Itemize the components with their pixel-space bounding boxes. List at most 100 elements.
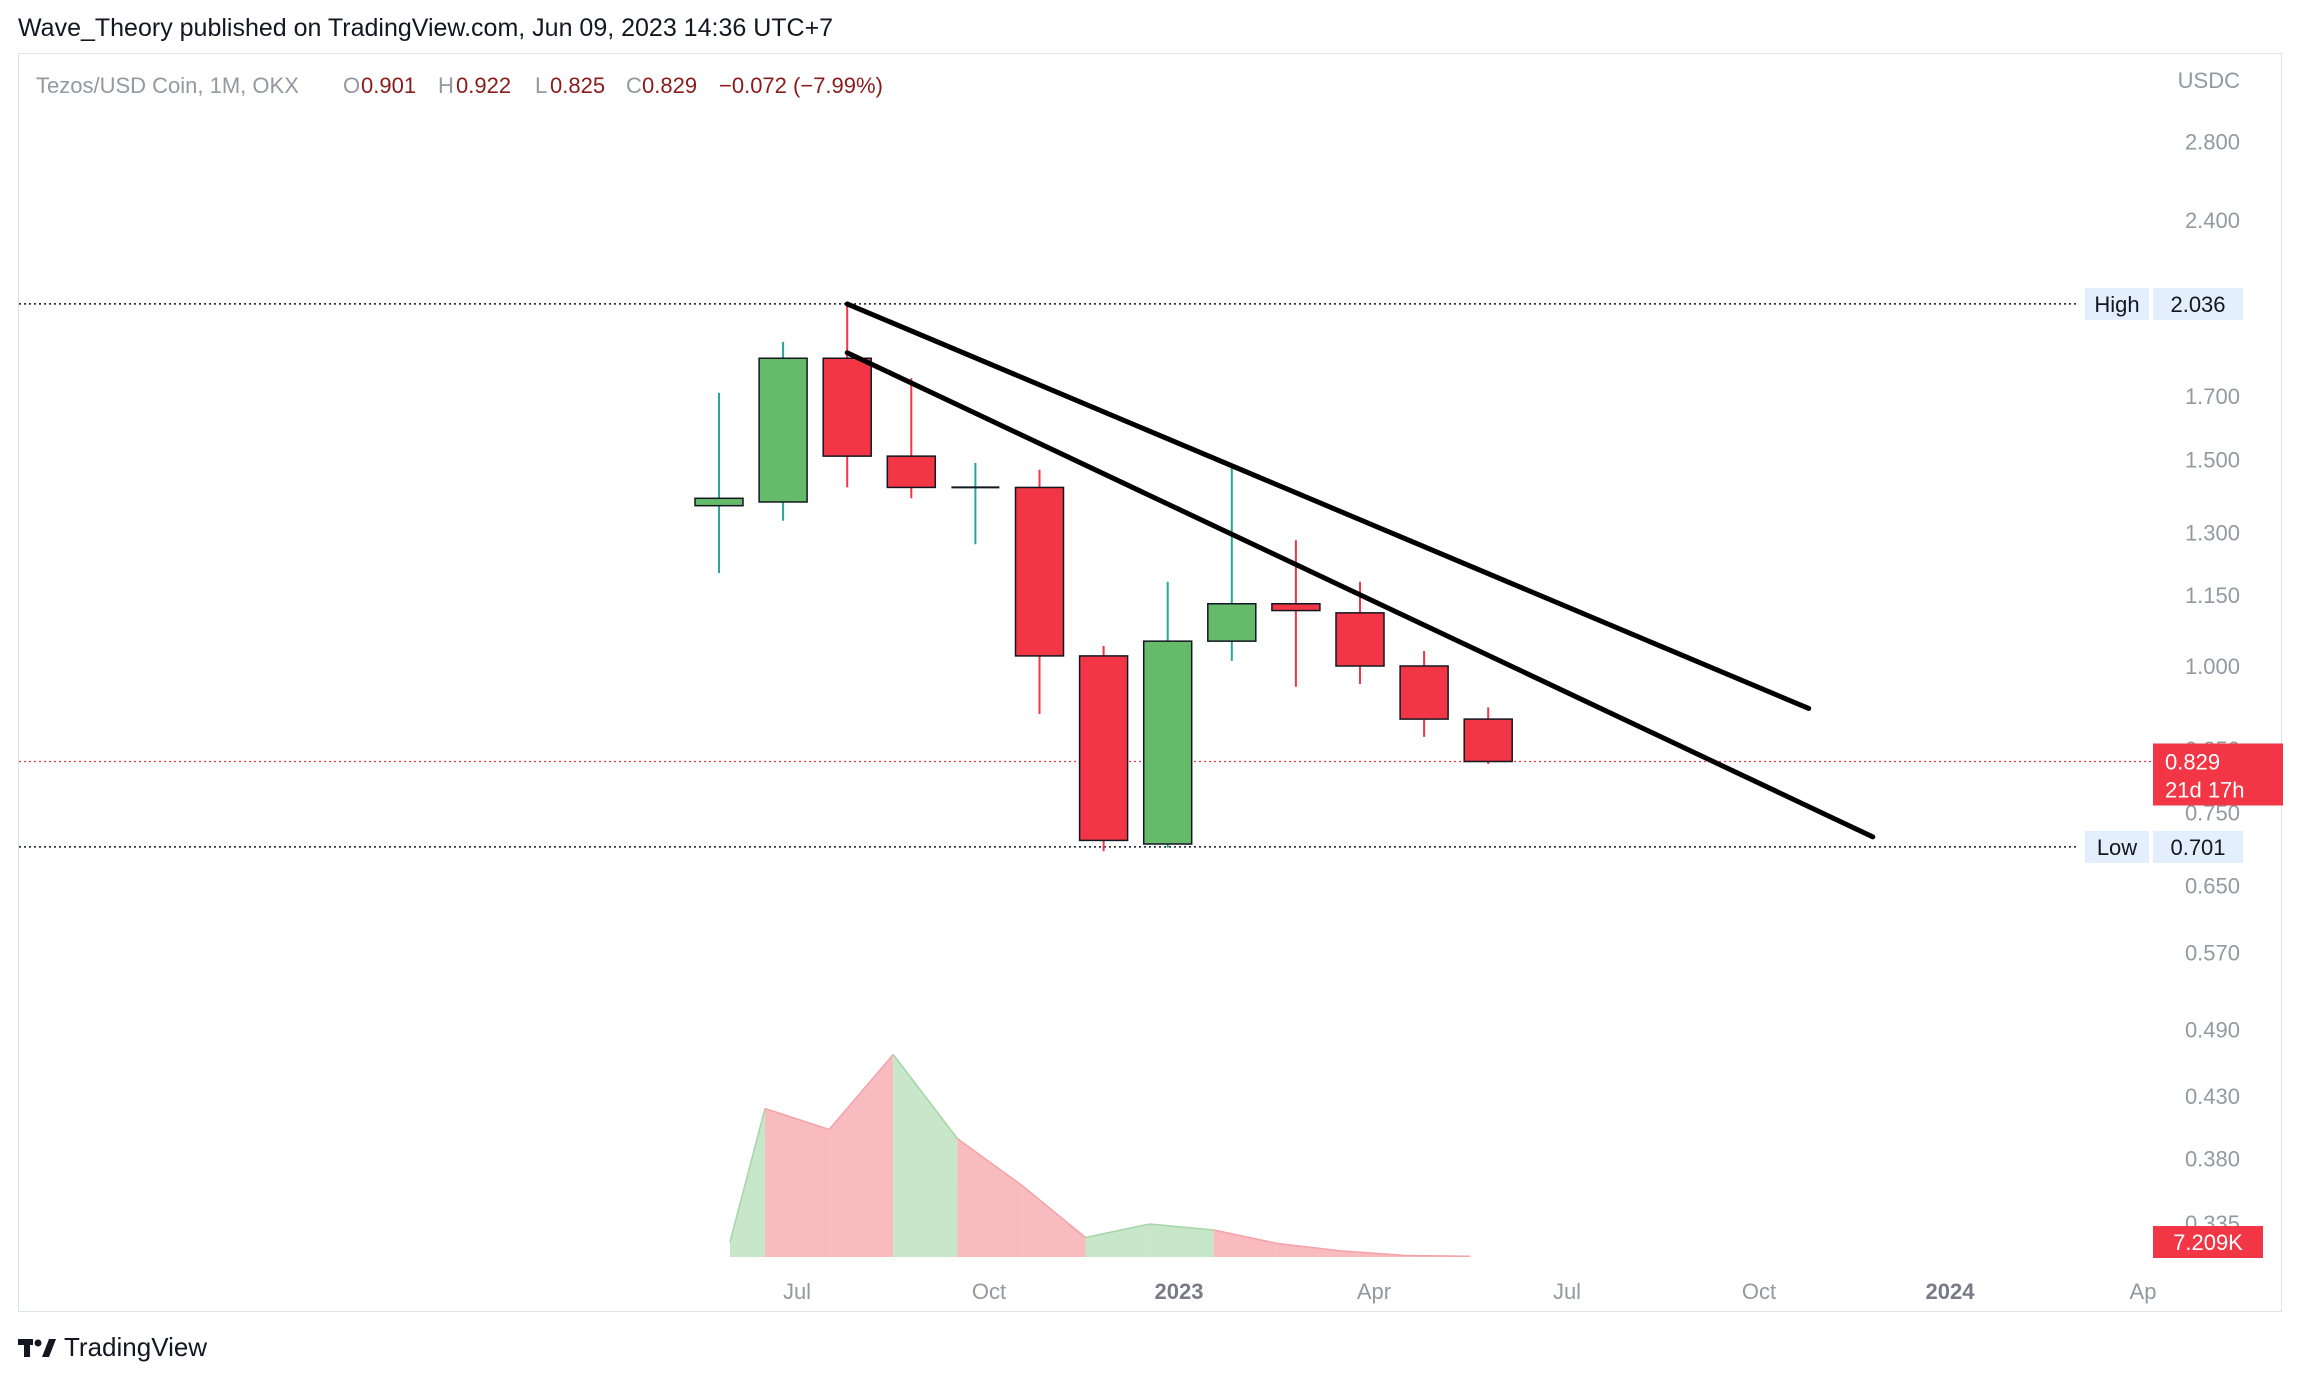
high-marker-value-box [2153, 287, 2243, 320]
candle-body [1271, 603, 1321, 612]
currency-label: USDC [2178, 68, 2240, 93]
price-tick-label: 1.500 [2185, 448, 2240, 473]
legend-close-value: 0.829 [642, 73, 697, 98]
candle-body [758, 357, 808, 503]
price-tick-label: 0.570 [2185, 940, 2240, 965]
time-tick-label: Jul [1553, 1279, 1581, 1304]
volume-segment [765, 1108, 830, 1257]
candle-body [1078, 655, 1129, 842]
legend-symbol: Tezos/USD Coin, 1M, OKX [36, 73, 299, 98]
volume-segment [1021, 1185, 1086, 1257]
legend-open-value: 0.901 [361, 73, 416, 98]
axis-markers: High 2.036 Low 0.701 0.829 21d 17h 7.209K [2085, 287, 2283, 1258]
time-tick-label: Ap [2130, 1279, 2157, 1304]
volume-segment [1149, 1224, 1214, 1257]
legend-change: −0.072 (−7.99%) [719, 73, 883, 98]
high-marker-label: High [2094, 292, 2139, 317]
candle-body [694, 497, 744, 507]
candle [1142, 581, 1193, 848]
time-axis: Jul Oct 2023 Apr Jul Oct 2024 Ap [783, 1279, 2157, 1304]
candle [1463, 707, 1513, 764]
legend-h-label: H [438, 73, 454, 98]
ohlc-legend: Tezos/USD Coin, 1M, OKX O 0.901 H 0.922 … [36, 73, 883, 98]
candle-body [1014, 486, 1065, 657]
tradingview-brand: TradingView [64, 1332, 208, 1362]
low-marker-value-box [2153, 830, 2243, 863]
price-tick-label: 1.700 [2185, 384, 2240, 409]
candle [1399, 650, 1449, 737]
candle [694, 392, 744, 574]
volume-segment [730, 1108, 765, 1257]
legend-l-label: L [535, 73, 547, 98]
time-tick-label: Oct [972, 1279, 1006, 1304]
publish-header: Wave_Theory published on TradingView.com… [18, 14, 834, 42]
volume-edge [1213, 1229, 1278, 1245]
time-tick-label: Apr [1357, 1279, 1391, 1304]
price-tick-label: 1.300 [2185, 520, 2240, 545]
time-tick-label: 2023 [1155, 1279, 1204, 1304]
volume-edge [1020, 1184, 1086, 1239]
price-tick-label: 0.430 [2185, 1084, 2240, 1109]
price-tick-label: 1.000 [2185, 654, 2240, 679]
chart-pane[interactable]: 2.8002.4001.7001.5001.3001.1501.0000.850… [18, 53, 2283, 1313]
price-tick-label: 1.150 [2185, 583, 2240, 608]
volume-segment [829, 1054, 894, 1257]
time-tick-label: 2024 [1926, 1279, 1976, 1304]
last-price-value: 0.829 [2165, 750, 2220, 775]
candle [758, 341, 808, 521]
candle-body [1463, 718, 1513, 763]
high-marker-value: 2.036 [2170, 292, 2225, 317]
last-price-tag [2153, 743, 2283, 806]
volume-segment [1277, 1243, 1342, 1257]
volume-edge [1405, 1254, 1471, 1257]
candle [886, 378, 937, 499]
tradingview-logo-icon [18, 1338, 56, 1357]
volume-edge [1341, 1250, 1407, 1257]
volume-edge [828, 1054, 894, 1130]
candle [822, 303, 872, 488]
trendline [844, 350, 1876, 840]
high-marker-tag [2085, 287, 2149, 320]
volume-edge [956, 1137, 1022, 1186]
candle [1014, 469, 1065, 715]
volume-segment [1085, 1224, 1150, 1257]
volume-segment [1213, 1230, 1278, 1257]
volume-segment [893, 1054, 958, 1257]
volume-edge [1085, 1223, 1150, 1239]
candle [1078, 646, 1129, 852]
candle [1207, 466, 1257, 661]
candle-body [1335, 612, 1385, 667]
volume-edge [729, 1108, 766, 1243]
volume-value-tag [2153, 1226, 2263, 1258]
price-tick-label: 2.400 [2185, 208, 2240, 233]
price-tick-label: 0.650 [2185, 873, 2240, 898]
low-marker-label: Low [2097, 835, 2137, 860]
candle-body [1142, 640, 1193, 845]
volume-layer [729, 1054, 1471, 1257]
candle-body [886, 455, 937, 489]
legend-high-value: 0.922 [456, 73, 511, 98]
low-marker-tag [2085, 830, 2149, 863]
candle-body [822, 357, 872, 457]
volume-value-label: 7.209K [2173, 1230, 2243, 1255]
candles-layer [694, 303, 1513, 852]
candle [951, 462, 1000, 545]
volume-edge [1149, 1223, 1214, 1231]
legend-o-label: O [343, 73, 360, 98]
time-tick-label: Jul [783, 1279, 811, 1304]
tradingview-logo[interactable]: TradingView [18, 1332, 207, 1363]
price-tick-label: 0.490 [2185, 1017, 2240, 1042]
price-tick-label: 0.380 [2185, 1147, 2240, 1172]
candle [1335, 581, 1385, 685]
time-tick-label: Oct [1742, 1279, 1776, 1304]
last-price-countdown: 21d 17h [2165, 778, 2245, 803]
volume-edge [1277, 1242, 1342, 1252]
trendlines-layer [844, 301, 1876, 840]
price-tick-label: 2.800 [2185, 130, 2240, 155]
candle-body [1207, 603, 1257, 642]
low-marker-value: 0.701 [2170, 835, 2225, 860]
legend-low-value: 0.825 [550, 73, 605, 98]
candle-body [1399, 665, 1449, 720]
candlestick-chart[interactable]: 2.8002.4001.7001.5001.3001.1501.0000.850… [19, 54, 2283, 1313]
legend-c-label: C [626, 73, 642, 98]
